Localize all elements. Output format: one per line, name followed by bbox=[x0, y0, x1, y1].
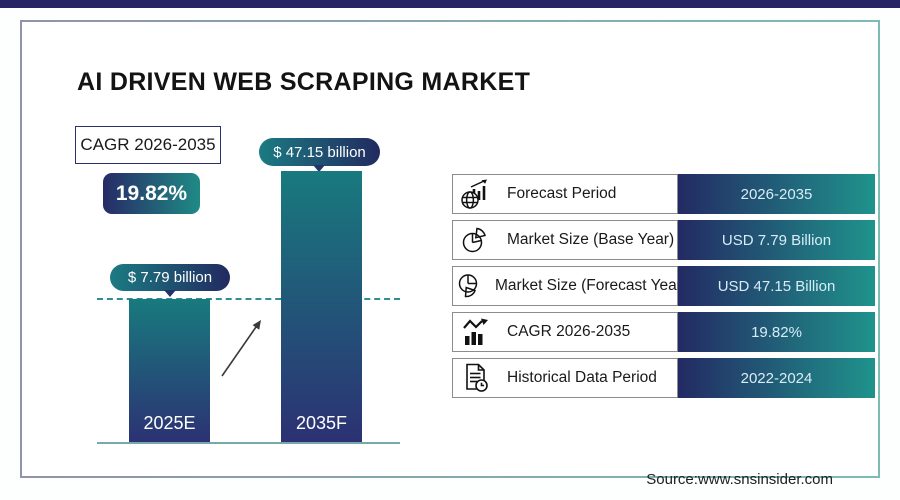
pie-chart-exploded-icon bbox=[453, 269, 487, 303]
cagr-period-box: CAGR 2026-2035 bbox=[75, 126, 221, 164]
cagr-value-badge: 19.82% bbox=[103, 173, 200, 214]
table-row-label: Forecast Period bbox=[507, 185, 617, 202]
table-row: Forecast Period 2026-2035 bbox=[452, 174, 875, 214]
table-row-label: Market Size (Forecast Year) bbox=[495, 277, 688, 294]
table-row: Market Size (Forecast Year) USD 47.15 Bi… bbox=[452, 266, 875, 306]
reference-dashed-line bbox=[97, 298, 400, 300]
chart-baseline bbox=[97, 442, 400, 444]
table-row-label: Historical Data Period bbox=[507, 369, 657, 386]
globe-bar-chart-icon bbox=[453, 177, 499, 211]
table-row: Market Size (Base Year) USD 7.79 Billion bbox=[452, 220, 875, 260]
document-clock-icon bbox=[453, 361, 499, 395]
bar-value-callout-2025: $ 7.79 billion bbox=[110, 264, 230, 291]
source-attribution: Source:www.snsinsider.com bbox=[646, 471, 833, 488]
table-row-value: USD 47.15 Billion bbox=[678, 266, 875, 306]
callout-pointer-2035 bbox=[313, 165, 325, 172]
callout-pointer-2025 bbox=[164, 290, 176, 297]
content-frame: AI DRIVEN WEB SCRAPING MARKET CAGR 2026-… bbox=[20, 20, 880, 488]
pie-chart-icon bbox=[453, 223, 499, 257]
table-row: CAGR 2026-2035 19.82% bbox=[452, 312, 875, 352]
growth-arrow-icon bbox=[221, 320, 261, 377]
page-title: AI DRIVEN WEB SCRAPING MARKET bbox=[77, 68, 531, 96]
table-row-value: 2026-2035 bbox=[678, 174, 875, 214]
table-row-value: USD 7.79 Billion bbox=[678, 220, 875, 260]
table-row-label: Market Size (Base Year) bbox=[507, 231, 675, 248]
bar-2035: 2035F bbox=[281, 171, 362, 443]
bar-category-label-2035: 2035F bbox=[295, 413, 348, 433]
bar-growth-arrow-icon bbox=[453, 315, 499, 349]
bar-category-label-2025: 2025E bbox=[143, 413, 196, 433]
bar-2025: 2025E bbox=[129, 299, 210, 443]
bar-value-callout-2035: $ 47.15 billion bbox=[259, 138, 380, 166]
top-accent-bar bbox=[0, 0, 900, 8]
table-row-value: 2022-2024 bbox=[678, 358, 875, 398]
table-row-value: 19.82% bbox=[678, 312, 875, 352]
table-row: Historical Data Period 2022-2024 bbox=[452, 358, 875, 398]
table-row-label: CAGR 2026-2035 bbox=[507, 323, 631, 340]
